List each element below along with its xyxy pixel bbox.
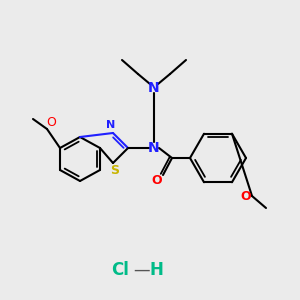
Text: O: O: [152, 173, 162, 187]
Text: H: H: [149, 261, 163, 279]
Text: S: S: [110, 164, 119, 178]
Text: O: O: [241, 190, 251, 202]
Text: N: N: [148, 81, 160, 95]
Text: N: N: [148, 141, 160, 155]
Text: —: —: [134, 261, 150, 279]
Text: Cl: Cl: [111, 261, 129, 279]
Text: O: O: [46, 116, 56, 128]
Text: N: N: [106, 120, 116, 130]
